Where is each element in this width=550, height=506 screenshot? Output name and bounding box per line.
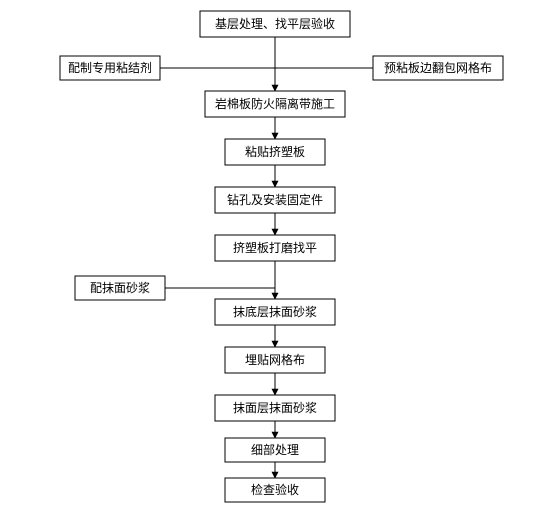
flow-node-n7: 抹面层抹面砂浆 [215, 395, 335, 421]
flow-node-label: 配抹面砂浆 [90, 280, 150, 295]
flow-node-label: 细部处理 [251, 442, 299, 457]
flow-node-n6: 埋贴网格布 [225, 347, 325, 373]
flow-node-n9: 检查验收 [225, 478, 325, 502]
flow-node-n4: 挤塑板打磨找平 [215, 235, 335, 261]
flow-node-label: 钻孔及安装固定件 [227, 192, 323, 207]
flow-node-label: 粘贴挤塑板 [245, 144, 305, 159]
flow-node-label: 预粘板边翻包网格布 [384, 60, 492, 75]
flow-node-label: 抹面层抹面砂浆 [233, 400, 317, 415]
flow-node-label: 检查验收 [251, 482, 299, 497]
flow-node-label: 埋贴网格布 [245, 352, 305, 367]
flow-node-label: 挤塑板打磨找平 [233, 240, 317, 255]
flow-node-label: 岩棉板防火隔离带施工 [215, 96, 335, 111]
flow-node-n1: 岩棉板防火隔离带施工 [205, 91, 345, 117]
flow-node-s5: 配抹面砂浆 [75, 276, 165, 300]
flow-node-n2: 粘贴挤塑板 [225, 139, 325, 165]
flow-node-s1a: 配制专用粘结剂 [60, 56, 160, 80]
flow-node-n5: 抹底层抹面砂浆 [215, 299, 335, 325]
flow-node-label: 抹底层抹面砂浆 [233, 304, 317, 319]
flow-node-label: 配制专用粘结剂 [68, 60, 152, 75]
flow-node-n0: 基层处理、找平层验收 [200, 11, 350, 37]
flow-node-s1b: 预粘板边翻包网格布 [373, 56, 503, 80]
flow-node-n8: 细部处理 [225, 438, 325, 462]
flow-node-label: 基层处理、找平层验收 [215, 16, 335, 31]
flowchart-canvas: 基层处理、找平层验收配制专用粘结剂 预粘板边翻包网格布岩棉板防火隔离带施工粘贴挤塑… [0, 0, 550, 506]
flow-node-n3: 钻孔及安装固定件 [215, 187, 335, 213]
